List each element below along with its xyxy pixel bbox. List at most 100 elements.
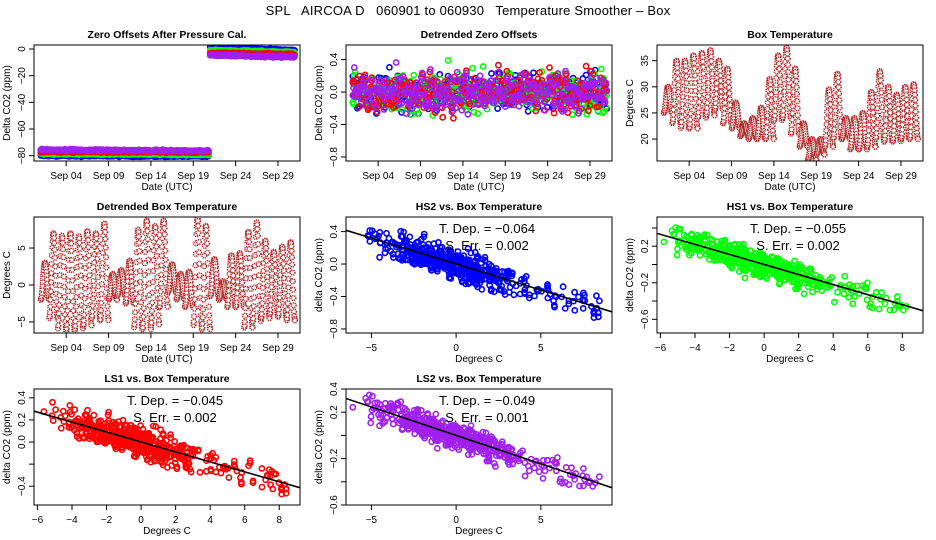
point-ls2: [561, 106, 569, 114]
point-box-temp: [158, 243, 166, 250]
point-box-temp: [229, 262, 236, 269]
point-box-temp: [722, 87, 729, 94]
point-box-temp: [907, 128, 914, 135]
point-box-temp: [772, 81, 780, 89]
point-hs2: [447, 254, 455, 262]
point-box-temp: [789, 116, 796, 123]
point-box-temp: [155, 321, 163, 328]
point-box-temp: [722, 93, 729, 100]
point-box-temp: [64, 307, 71, 314]
point-hs2: [438, 243, 446, 251]
point-box-temp: [899, 116, 906, 123]
point-box-temp: [794, 98, 801, 105]
point-box-temp: [670, 111, 677, 119]
point-ls2: [399, 73, 407, 80]
point-box-temp: [97, 312, 104, 319]
y-tick-label: 0.0: [329, 257, 340, 271]
point-box-temp: [886, 97, 893, 105]
point-box-temp: [259, 284, 267, 292]
point-hs2: [505, 288, 513, 296]
point-box-temp: [823, 121, 830, 128]
point-ls1: [595, 102, 603, 110]
point-box-temp: [238, 267, 245, 275]
x-tick-label: Sep 09: [93, 343, 125, 354]
x-axis-label: Date (UTC): [141, 182, 192, 193]
point-hs2: [467, 249, 475, 257]
point-box-temp: [289, 261, 296, 268]
point-ls2: [394, 79, 402, 87]
point-hs1: [398, 106, 406, 113]
point-box-temp: [155, 311, 162, 319]
point-box-temp: [81, 285, 89, 292]
point-box-temp: [886, 103, 894, 110]
point-hs1: [444, 57, 452, 64]
point-box-temp: [128, 269, 135, 276]
point-box-temp: [195, 238, 202, 246]
point-box-temp: [785, 84, 793, 91]
point-box-temp: [195, 229, 202, 237]
point-box-temp: [251, 273, 258, 280]
point-box-temp: [98, 280, 106, 288]
point-box-temp: [288, 243, 295, 250]
point-box-temp: [56, 292, 63, 299]
point-hs2: [455, 253, 463, 261]
point-ls2: [415, 83, 423, 91]
point-ls2: [578, 105, 585, 113]
point-box-temp: [97, 307, 105, 314]
point-box-temp: [894, 101, 902, 108]
annotation-text: S. Err. = 0.002: [445, 238, 528, 253]
point-box-temp: [835, 90, 843, 97]
point-ls2: [414, 101, 422, 108]
point-box-temp: [60, 263, 67, 270]
point-ls2: [462, 81, 469, 89]
point-box-temp: [913, 125, 920, 132]
point-ls2: [494, 69, 501, 76]
point-box-temp: [51, 254, 59, 261]
point-box-temp: [200, 285, 207, 293]
point-ls2: [404, 80, 412, 88]
y-tick-label: −0.4: [329, 114, 340, 134]
point-ls2: [558, 98, 566, 106]
point-box-temp: [708, 53, 715, 60]
point-hs2: [458, 278, 466, 286]
point-box-temp: [903, 101, 911, 109]
point-box-temp: [700, 63, 707, 71]
point-box-temp: [190, 318, 197, 325]
point-hs2: [559, 283, 567, 291]
point-box-temp: [912, 102, 919, 109]
x-tick-label: Sep 04: [50, 343, 82, 354]
point-box-temp: [102, 244, 109, 251]
point-ls1: [589, 70, 597, 78]
point-box-temp: [763, 118, 771, 125]
point-box-temp: [289, 269, 296, 276]
point-box-temp: [47, 296, 54, 303]
point-box-temp: [674, 75, 682, 82]
point-hs2: [478, 273, 486, 281]
point-box-temp: [726, 96, 733, 103]
point-hs2: [385, 234, 393, 242]
point-box-temp: [73, 293, 80, 301]
point-hs1: [849, 300, 857, 308]
point-box-temp: [246, 238, 253, 246]
point-hs1: [878, 289, 886, 296]
data-points: [37, 45, 298, 161]
point-hs2: [445, 270, 453, 278]
point-hs2: [561, 304, 569, 312]
point-hs2: [463, 257, 471, 265]
x-axis-label: Date (UTC): [141, 354, 192, 365]
point-box-temp: [780, 95, 788, 103]
point-box-temp: [276, 287, 283, 294]
point-box-temp: [285, 275, 292, 282]
point-box-temp: [101, 228, 109, 236]
point-ls2: [540, 98, 548, 106]
point-ls2: [360, 78, 367, 86]
point-hs2: [571, 288, 578, 296]
point-hs2: [582, 71, 590, 79]
point-box-temp: [887, 115, 894, 122]
point-box-temp: [670, 100, 678, 107]
point-box-temp: [191, 285, 199, 292]
point-ls2: [404, 89, 412, 97]
y-tick-label: 30: [640, 81, 651, 93]
point-ls2: [417, 73, 425, 81]
point-box-temp: [137, 299, 145, 306]
